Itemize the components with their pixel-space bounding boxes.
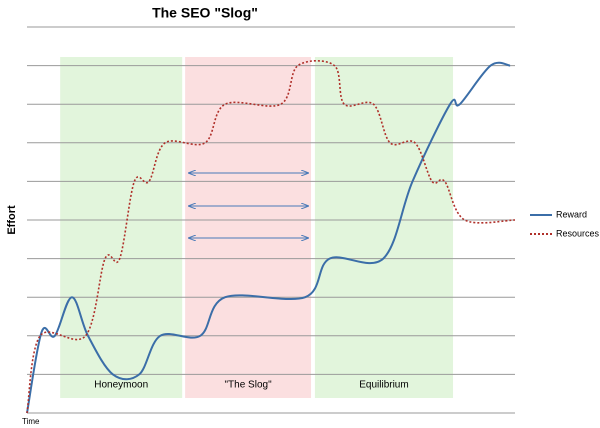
- series-line: [26, 61, 511, 414]
- y-axis-label: Effort: [6, 205, 18, 235]
- region: [185, 57, 312, 398]
- legend-label: Resources: [556, 228, 600, 238]
- chart-title: The SEO "Slog": [152, 5, 258, 21]
- arrows: [189, 173, 308, 238]
- region-label: Equilibrium: [359, 380, 408, 391]
- x-axis-label: Time: [22, 417, 40, 426]
- region: [60, 57, 183, 398]
- legend-label: Reward: [556, 209, 587, 219]
- region-label: "The Slog": [225, 380, 273, 391]
- region-label: Honeymoon: [94, 380, 148, 391]
- region: [314, 57, 454, 398]
